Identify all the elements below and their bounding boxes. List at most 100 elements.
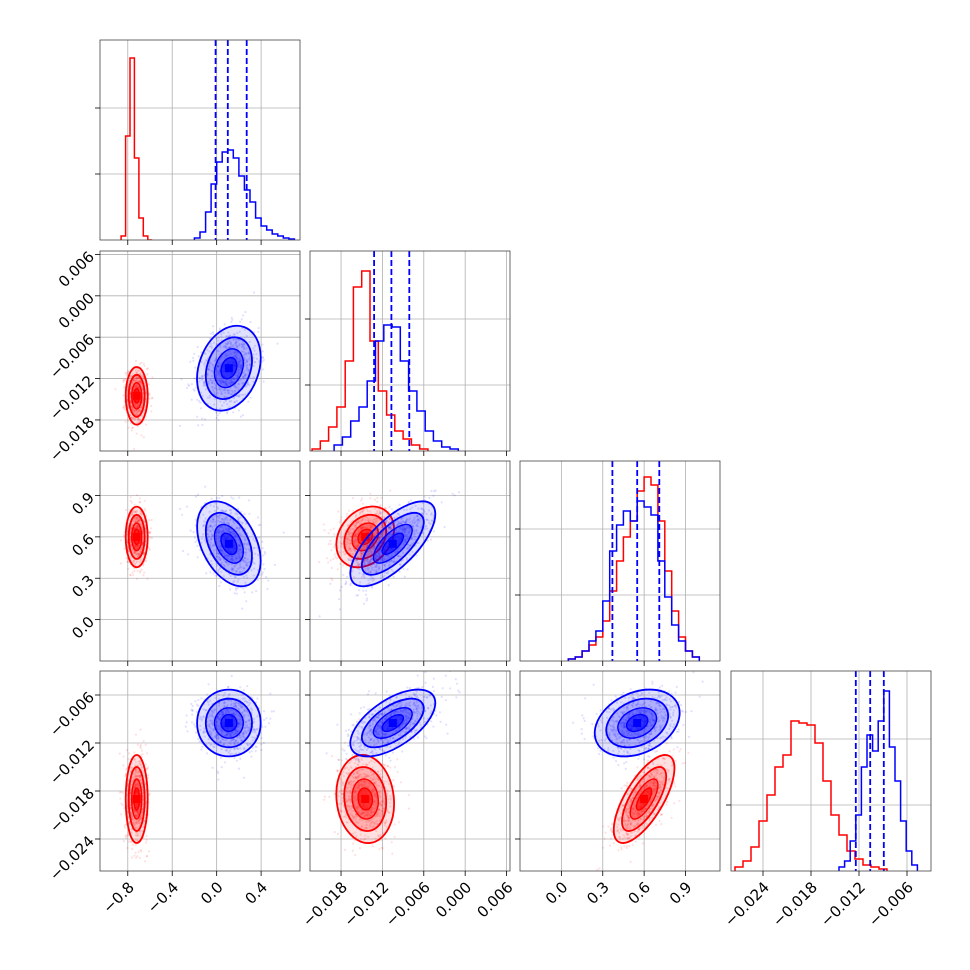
scatter-point [203,361,207,364]
scatter-point [130,512,133,515]
scatter-point [237,339,240,342]
scatter-point [380,496,383,499]
scatter-point [329,559,332,562]
scatter-point [261,360,264,363]
scatter-point [358,589,361,592]
scatter-point [134,386,137,389]
scatter-point [131,426,134,429]
scatter-point [225,383,228,386]
scatter-point [362,589,365,592]
scatter-point [135,526,138,529]
scatter-point [132,409,135,412]
scatter-point [134,369,137,372]
scatter-point [340,585,343,589]
scatter-point [136,377,139,380]
scatter-point [137,418,140,421]
scatter-point [132,408,135,411]
scatter-point [206,374,209,377]
scatter-point [141,388,144,391]
scatter-point [217,336,220,339]
scatter-point [346,575,349,578]
scatter-point [218,412,221,415]
scatter-point [126,560,129,563]
scatter-point [138,520,141,523]
scatter-point [129,538,132,541]
scatter-point [364,593,368,596]
scatter-point [136,524,139,528]
scatter-point [339,562,342,566]
scatter-point [200,351,203,354]
scatter-point [138,519,141,522]
scatter-point [137,520,140,523]
scatter-point [332,546,335,549]
scatter-point [226,347,229,350]
scatter-point [216,349,219,352]
scatter-point [229,346,232,349]
scatter-point [242,353,246,357]
scatter-point [338,521,341,524]
scatter-point [130,841,133,844]
scatter-point [137,404,140,407]
scatter-point [136,371,139,374]
scatter-point [203,384,206,387]
scatter-point [143,548,147,551]
scatter-point [245,335,248,338]
scatter-point [151,376,154,379]
scatter-point [146,854,149,858]
scatter-point [198,377,201,380]
scatter-point [340,516,343,519]
scatter-point [214,384,218,387]
scatter-point [204,485,207,488]
scatter-point [138,571,141,574]
scatter-point [209,524,212,527]
scatter-point [133,751,136,754]
scatter-point [138,528,141,531]
scatter-point [143,499,146,502]
scatter-point [240,367,243,371]
scatter-point [118,752,121,755]
scatter-point [245,360,248,363]
scatter-point [376,500,379,503]
scatter-point [135,406,138,409]
scatter-point [225,561,228,564]
scatter-point [142,553,145,556]
scatter-point [234,587,237,590]
scatter-point [150,404,153,407]
scatter-point [329,539,332,543]
scatter-point [247,352,250,355]
scatter-point [140,385,144,388]
scatter-point [219,558,222,562]
scatter-point [237,383,240,386]
scatter-point [363,602,366,605]
scatter-point [231,532,234,535]
scatter-point [142,436,145,439]
scatter-point [139,558,142,561]
scatter-point [114,388,117,391]
scatter-point [138,513,142,516]
scatter-point [234,384,237,388]
scatter-point [219,387,222,390]
scatter-point [229,334,232,337]
scatter-point [192,359,195,362]
scatter-point [196,556,199,559]
scatter-point [236,360,239,363]
scatter-point [214,574,217,577]
scatter-point [230,343,233,346]
scatter-point [212,325,215,328]
scatter-point [149,531,152,534]
scatter-point [136,518,139,521]
scatter-point [218,520,221,524]
scatter-point [214,387,217,390]
scatter-point [229,393,232,396]
density-contours-series-0 [124,754,149,844]
scatter-point [134,851,137,854]
scatter-point [204,388,207,391]
scatter-point [230,496,233,499]
scatter-point [135,511,138,514]
scatter-point [138,561,141,564]
scatter-point [218,372,221,375]
scatter-point [130,405,133,408]
scatter-point [262,380,265,383]
scatter-point [132,561,135,564]
scatter-point [207,367,210,371]
